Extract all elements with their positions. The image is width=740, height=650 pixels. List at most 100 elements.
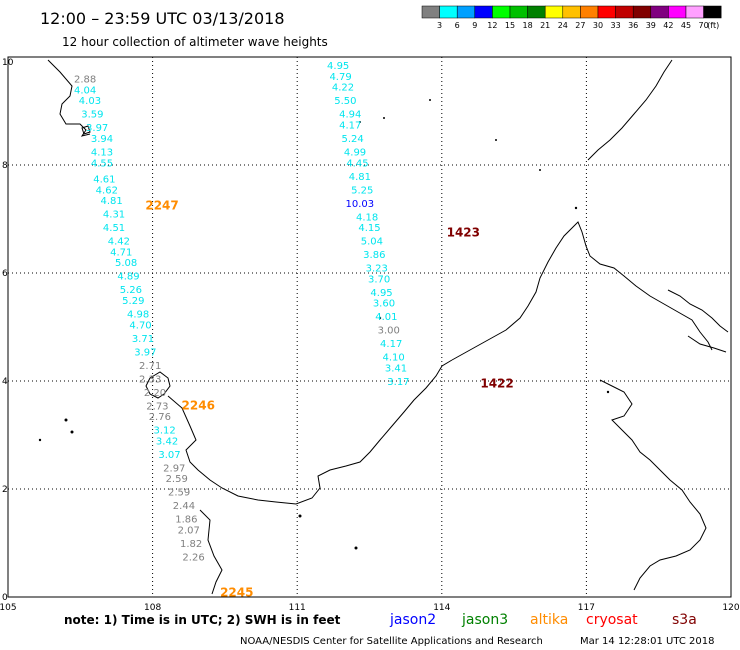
wave-height-label: 4.71: [110, 247, 132, 258]
wave-height-label: 4.70: [129, 320, 151, 331]
pass-time-label: 1423: [447, 226, 480, 240]
x-tick-label: 120: [722, 603, 739, 613]
wave-height-label: 2.73: [146, 401, 168, 412]
island: [359, 121, 361, 123]
wave-height-label: 1.86: [175, 515, 197, 526]
wave-height-label: 2.20: [144, 388, 166, 399]
wave-height-label: 3.41: [385, 364, 407, 375]
x-tick-label: 105: [0, 603, 17, 613]
wave-height-label: 5.24: [341, 134, 363, 145]
wave-height-label: 4.51: [103, 223, 125, 234]
wave-height-label: 5.26: [120, 285, 142, 296]
x-tick-label: 114: [433, 603, 450, 613]
legend-label: 21: [540, 21, 550, 30]
pass-time-label: 1422: [480, 377, 513, 391]
legend-swatch: [509, 5, 528, 19]
legend-swatch: [474, 5, 493, 19]
wave-height-label: 3.60: [373, 299, 395, 310]
legend-unit: (ft): [707, 21, 719, 30]
island: [38, 438, 42, 442]
wave-height-label: 2.88: [74, 75, 96, 86]
wave-height-label: 4.22: [332, 83, 354, 94]
wave-height-label: 3.70: [368, 274, 390, 285]
wave-height-label: 4.95: [370, 288, 392, 299]
wave-height-label: 4.89: [117, 272, 139, 283]
wave-height-label: 4.18: [356, 212, 378, 223]
x-tick-label: 111: [289, 603, 306, 613]
pass-time-label: 2245: [220, 586, 253, 600]
wave-height-label: 3.97: [86, 123, 108, 134]
coastline-borneo-south: [199, 509, 223, 595]
wave-height-label: 3.23: [366, 264, 388, 275]
legend-label: 70: [699, 21, 709, 30]
wave-height-label: 3.17: [387, 377, 409, 388]
wave-height-label: 4.94: [339, 110, 361, 121]
wave-height-label: 3.07: [158, 450, 180, 461]
wave-height-label: 4.13: [91, 148, 113, 159]
coastline-sulawesi: [599, 379, 707, 591]
wave-height-label: 2.76: [149, 412, 171, 423]
legend-swatch: [650, 5, 669, 19]
wave-height-label: 3.71: [132, 334, 154, 345]
satellite-name-s3a: s3a: [672, 612, 697, 628]
legend-label: 18: [523, 21, 533, 30]
satellite-legend: jason2 jason3 altika cryosat s3a: [389, 612, 697, 628]
island: [606, 390, 610, 394]
wave-height-label: 2.33: [139, 374, 161, 385]
legend-label: 6: [455, 21, 460, 30]
wave-height-label: 3.59: [81, 110, 103, 121]
wave-tracks: 2.884.044.033.593.973.944.134.554.614.62…: [74, 61, 514, 600]
wave-height-label: 5.25: [351, 185, 373, 196]
legend-label: 24: [558, 21, 568, 30]
wave-height-label: 4.17: [380, 339, 402, 350]
island: [70, 430, 74, 434]
legend-swatch: [615, 5, 634, 19]
wave-height-label: 4.61: [93, 175, 115, 186]
wave-height-label: 4.55: [91, 158, 113, 169]
legend-label: 27: [575, 21, 585, 30]
wave-height-label: 3.12: [154, 426, 176, 437]
pass-time-label: 2246: [182, 398, 215, 412]
legend-swatch: [492, 5, 511, 19]
legend-label: 36: [628, 21, 638, 30]
wave-height-label: 3.86: [363, 250, 385, 261]
legend-label: 9: [472, 21, 477, 30]
lat-lon-grid: [8, 57, 731, 597]
y-tick-label: 4: [2, 377, 8, 387]
wave-height-label: 10.03: [346, 199, 375, 210]
satellite-name-altika: altika: [530, 612, 568, 628]
wave-height-label: 2.71: [139, 361, 161, 372]
page-title: 12:00 – 23:59 UTC 03/13/2018: [40, 9, 285, 28]
wave-height-label: 4.10: [382, 353, 404, 364]
wave-height-label: 1.82: [180, 539, 202, 550]
coastline-vietnam: [47, 59, 91, 137]
legend-label: 39: [646, 21, 656, 30]
wave-height-label: 2.44: [173, 501, 195, 512]
wave-height-label: 4.03: [79, 96, 101, 107]
legend-swatch: [597, 5, 616, 19]
coastline-borneo-west: [167, 359, 453, 505]
wave-height-label: 2.59: [168, 488, 190, 499]
legend-label: 3: [437, 21, 442, 30]
y-tick-label: 6: [2, 269, 8, 279]
wave-height-label: 4.17: [339, 121, 361, 132]
wave-height-label: 5.50: [334, 96, 356, 107]
wave-height-label: 4.04: [74, 85, 96, 96]
legend-swatch: [632, 5, 652, 19]
wave-height-label: 2.26: [182, 553, 204, 564]
footer-credit: NOAA/NESDIS Center for Satellite Applica…: [240, 636, 543, 647]
legend-swatch: [456, 5, 476, 19]
wave-height-label: 3.94: [91, 134, 113, 145]
x-tick-label: 117: [578, 603, 595, 613]
wave-height-label: 4.81: [100, 196, 122, 207]
legend-swatch: [668, 5, 687, 19]
coastline-sulu: [667, 289, 729, 333]
wave-height-label: 4.15: [358, 223, 380, 234]
island: [539, 169, 541, 171]
wave-height-label: 5.08: [115, 258, 137, 269]
wave-height-label: 4.42: [108, 237, 130, 248]
legend-swatch: [527, 5, 546, 19]
legend-label: 33: [611, 21, 621, 30]
